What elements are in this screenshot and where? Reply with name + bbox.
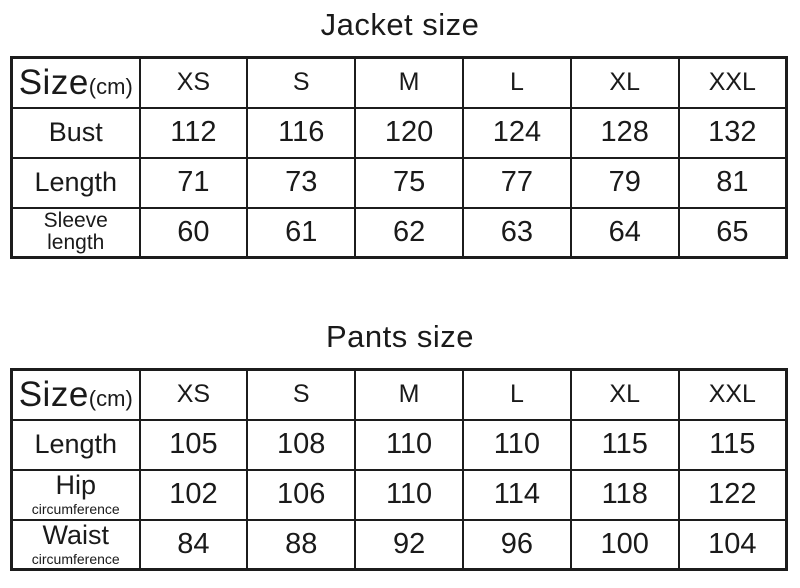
pants-length-value-xxl: 115 xyxy=(677,418,788,471)
sleeve-value-m: 62 xyxy=(354,206,464,259)
pants-length-value-xl: 115 xyxy=(569,418,680,471)
hip-value-xs: 102 xyxy=(138,468,249,521)
jacket-size-title: Jacket size xyxy=(320,7,480,42)
bust-value-xxl: 132 xyxy=(677,106,788,159)
pants-column-header-s: S xyxy=(246,368,357,421)
hip-value-s: 106 xyxy=(246,468,357,521)
jacket-column-header-xxl: XXL xyxy=(677,56,788,109)
unit-label: (cm) xyxy=(88,385,133,411)
hip-value-m: 110 xyxy=(354,468,464,521)
pants-length-value-s: 108 xyxy=(246,418,357,471)
jacket-header-row: Size(cm) XS S M L XL XXL xyxy=(10,56,788,109)
jacket-size-unit-header: Size(cm) xyxy=(10,56,141,109)
sleeve-value-xxl: 65 xyxy=(677,206,788,259)
sleeve-value-xl: 64 xyxy=(569,206,680,259)
pants-size-section: Pants size Size(cm) XS S M L XL XXL xyxy=(0,319,800,571)
sleeve-value-s: 61 xyxy=(246,206,357,259)
bust-value-xs: 112 xyxy=(138,106,249,159)
pants-size-unit-header: Size(cm) xyxy=(10,368,141,421)
jacket-length-value-xxl: 81 xyxy=(677,156,788,209)
jacket-size-table: Size(cm) XS S M L XL XXL Bust 112 116 xyxy=(10,56,788,259)
size-label: Size xyxy=(18,62,89,102)
waist-value-l: 96 xyxy=(461,518,572,571)
sleeve-value-xs: 60 xyxy=(138,206,249,259)
pants-column-header-l: L xyxy=(461,368,572,421)
pants-length-row: Length 105 108 110 110 115 115 xyxy=(10,418,788,471)
jacket-length-value-xs: 71 xyxy=(138,156,249,209)
jacket-sleeve-row: Sleeve length 60 61 62 63 64 65 xyxy=(10,206,788,259)
waist-value-m: 92 xyxy=(354,518,464,571)
hip-value-xxl: 122 xyxy=(677,468,788,521)
waist-value-s: 88 xyxy=(246,518,357,571)
row-label-pants-length: Length xyxy=(10,418,141,471)
jacket-column-header-l: L xyxy=(461,56,572,109)
jacket-column-header-xs: XS xyxy=(138,56,249,109)
hip-row: Hip circumference 102 106 110 114 118 12… xyxy=(10,468,788,521)
jacket-column-header-xl: XL xyxy=(569,56,680,109)
pants-size-title: Pants size xyxy=(325,319,474,354)
row-label-sleeve-length: Sleeve length xyxy=(10,206,141,259)
bust-value-s: 116 xyxy=(246,106,357,159)
row-label-hip-circumference: Hip circumference xyxy=(10,468,141,521)
pants-length-value-l: 110 xyxy=(461,418,572,471)
bust-value-l: 124 xyxy=(461,106,572,159)
size-label: Size xyxy=(18,374,89,414)
jacket-length-value-xl: 79 xyxy=(569,156,680,209)
jacket-column-header-s: S xyxy=(246,56,357,109)
unit-label: (cm) xyxy=(88,73,133,99)
row-label-waist-circumference: Waist circumference xyxy=(10,518,141,571)
jacket-length-row: Length 71 73 75 77 79 81 xyxy=(10,156,788,209)
waist-value-xl: 100 xyxy=(569,518,680,571)
size-chart-page: Jacket size Size(cm) XS S M L XL XXL xyxy=(0,7,800,571)
pants-length-value-m: 110 xyxy=(354,418,464,471)
sleeve-value-l: 63 xyxy=(461,206,572,259)
row-label-bust: Bust xyxy=(10,106,141,159)
bust-value-xl: 128 xyxy=(569,106,680,159)
jacket-length-value-m: 75 xyxy=(354,156,464,209)
jacket-length-value-s: 73 xyxy=(246,156,357,209)
bust-value-m: 120 xyxy=(354,106,464,159)
pants-size-table: Size(cm) XS S M L XL XXL Length 105 108 xyxy=(10,368,788,571)
row-label-jacket-length: Length xyxy=(10,156,141,209)
pants-column-header-m: M xyxy=(354,368,464,421)
waist-value-xxl: 104 xyxy=(677,518,788,571)
hip-value-l: 114 xyxy=(461,468,572,521)
hip-value-xl: 118 xyxy=(569,468,680,521)
pants-header-row: Size(cm) XS S M L XL XXL xyxy=(10,368,788,421)
pants-column-header-xxl: XXL xyxy=(677,368,788,421)
waist-row: Waist circumference 84 88 92 96 100 104 xyxy=(10,518,788,571)
pants-column-header-xl: XL xyxy=(569,368,680,421)
waist-value-xs: 84 xyxy=(138,518,249,571)
pants-length-value-xs: 105 xyxy=(138,418,249,471)
jacket-size-section: Jacket size Size(cm) XS S M L XL XXL xyxy=(0,7,800,259)
jacket-length-value-l: 77 xyxy=(461,156,572,209)
jacket-column-header-m: M xyxy=(354,56,464,109)
jacket-bust-row: Bust 112 116 120 124 128 132 xyxy=(10,106,788,159)
pants-column-header-xs: XS xyxy=(138,368,249,421)
